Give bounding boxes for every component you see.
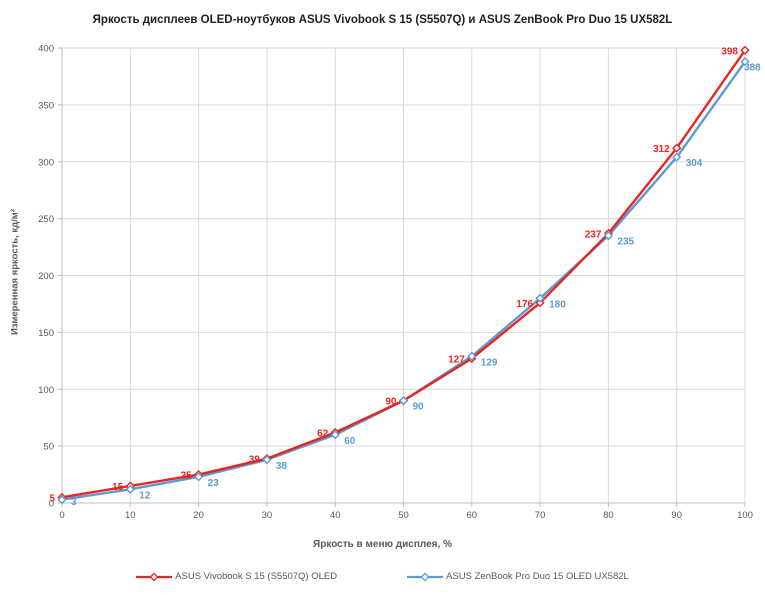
data-label-0: 237: [585, 229, 602, 240]
legend-item-0: ASUS Vivobook S 15 (S5507Q) OLED: [136, 571, 337, 582]
x-tick-label: 40: [330, 510, 341, 521]
data-marker-1: [535, 293, 545, 303]
data-label-0: 62: [317, 428, 329, 439]
legend-item-1: ASUS ZenBook Pro Duo 15 OLED UX582L: [407, 571, 629, 582]
x-tick-label: 70: [535, 510, 546, 521]
data-label-1: 60: [344, 436, 356, 447]
data-label-1: 304: [686, 158, 703, 169]
data-label-0: 15: [112, 482, 124, 493]
data-label-1: 3: [71, 497, 77, 508]
y-tick-label: 100: [38, 385, 54, 396]
data-label-0: 398: [721, 46, 738, 57]
data-marker-1: [194, 472, 204, 482]
y-tick-label: 50: [43, 442, 54, 453]
data-label-0: 90: [385, 397, 397, 408]
data-marker-0: [740, 45, 750, 55]
y-tick-label: 250: [38, 214, 54, 225]
legend-marker-icon: [407, 571, 444, 582]
data-marker-1: [125, 484, 135, 494]
x-tick-label: 0: [59, 510, 64, 521]
chart-title: Яркость дисплеев OLED-ноутбуков ASUS Viv…: [92, 14, 673, 26]
data-label-1: 388: [744, 63, 761, 74]
data-label-0: 312: [653, 144, 670, 155]
x-tick-label: 20: [193, 510, 204, 521]
data-marker-1: [262, 455, 272, 465]
x-axis-title: Яркость в меню дисплея, %: [313, 539, 452, 550]
data-marker-1: [672, 152, 682, 162]
data-marker-1: [467, 351, 477, 361]
y-tick-label: 200: [38, 271, 54, 282]
data-marker-1: [57, 494, 67, 505]
data-label-0: 5: [49, 493, 55, 504]
x-tick-label: 90: [671, 510, 682, 521]
y-axis-title: Измеренная яркость, кд/м²: [9, 209, 21, 335]
y-tick-label: 150: [38, 328, 54, 339]
y-tick-label: 400: [38, 44, 54, 55]
x-tick-label: 60: [467, 510, 478, 521]
x-tick-label: 10: [125, 510, 136, 521]
data-marker-1: [398, 396, 409, 406]
data-marker-1: [603, 231, 613, 241]
data-label-1: 129: [481, 357, 498, 368]
data-marker-1: [330, 430, 340, 440]
legend-label: ASUS Vivobook S 15 (S5507Q) OLED: [175, 571, 338, 582]
y-tick-label: 300: [38, 157, 54, 168]
data-label-1: 235: [617, 237, 634, 248]
chart-legend: ASUS Vivobook S 15 (S5507Q) OLED ASUS Zen…: [0, 571, 765, 582]
y-tick-label: 0: [49, 499, 54, 510]
data-label-1: 180: [549, 299, 566, 310]
data-label-0: 176: [516, 299, 533, 310]
data-marker-0: [672, 143, 682, 153]
y-tick-label: 350: [38, 100, 54, 111]
data-marker-1: [740, 57, 750, 67]
data-label-1: 12: [139, 490, 151, 501]
data-label-0: 127: [448, 355, 465, 366]
data-label-1: 90: [413, 402, 425, 413]
legend-marker-icon: [136, 571, 173, 582]
x-tick-label: 80: [603, 510, 614, 521]
x-tick-label: 30: [262, 510, 273, 521]
data-label-1: 38: [276, 461, 288, 472]
data-label-0: 39: [249, 455, 261, 466]
data-label-0: 25: [180, 471, 192, 482]
data-label-1: 23: [208, 478, 220, 489]
x-tick-label: 50: [398, 510, 409, 521]
legend-label: ASUS ZenBook Pro Duo 15 OLED UX582L: [446, 571, 629, 582]
x-tick-label: 100: [737, 510, 753, 521]
